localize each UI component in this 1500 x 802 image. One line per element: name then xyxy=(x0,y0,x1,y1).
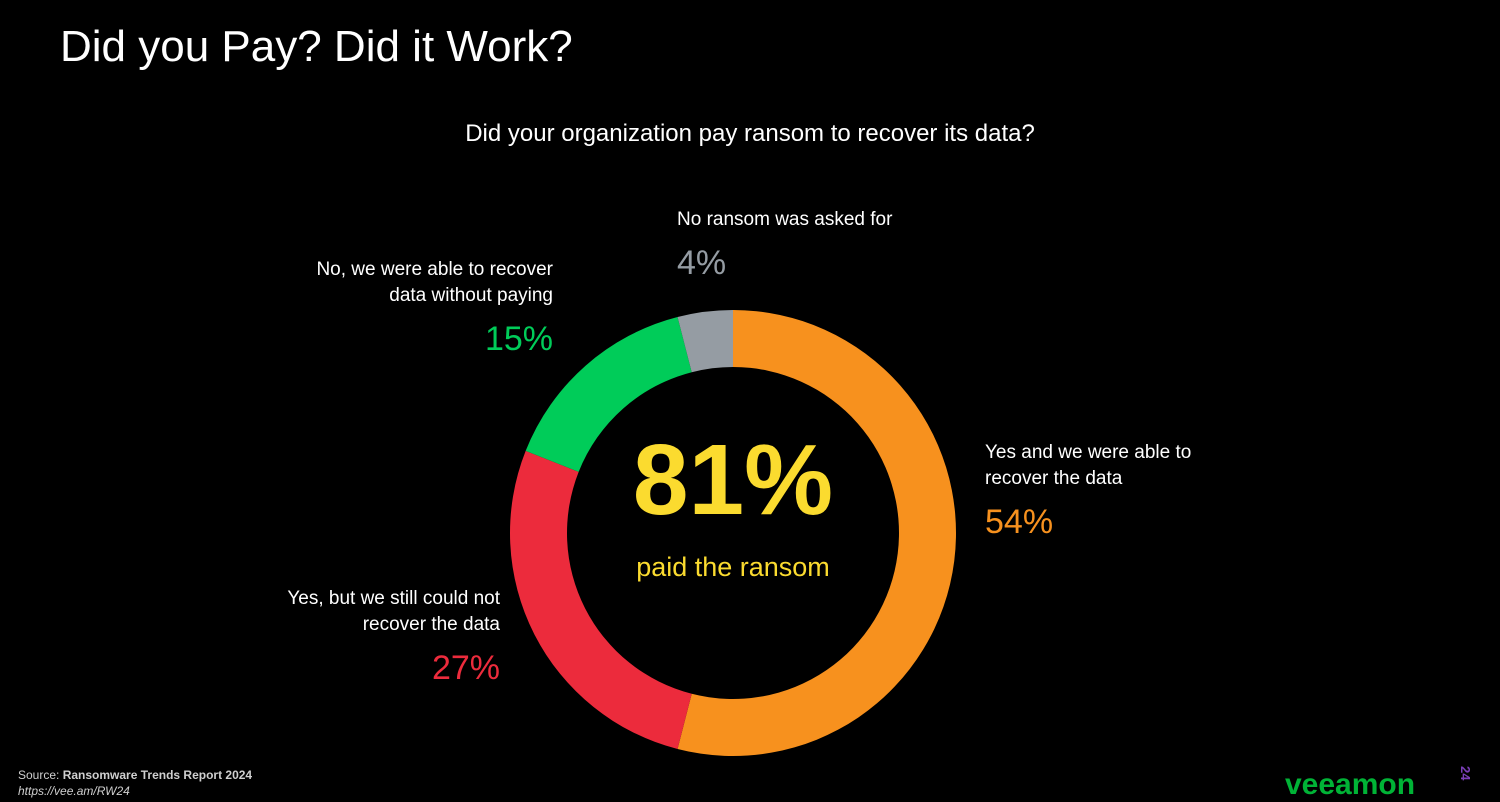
label-no-ransom: No ransom was asked for xyxy=(677,209,893,230)
pct-no-ransom: 4% xyxy=(677,244,727,282)
label-paid-not-recovered-line1: Yes, but we still could not xyxy=(287,588,500,609)
veeamon-logo-year: 24 xyxy=(1458,766,1473,781)
chart-title: Did your organization pay ransom to reco… xyxy=(465,120,1035,147)
slide-title: Did you Pay? Did it Work? xyxy=(60,22,573,71)
label-paid-recovered: Yes and we were able to recover the data xyxy=(985,440,1191,492)
source-prefix: Source: xyxy=(18,768,63,782)
center-value: 81% xyxy=(632,424,834,536)
source-title: Ransomware Trends Report 2024 xyxy=(62,768,253,782)
slice-paid-not-recovered xyxy=(510,450,692,749)
label-paid-recovered-line2: recover the data xyxy=(985,468,1123,489)
source-url[interactable]: https://vee.am/RW24 xyxy=(18,784,130,798)
pct-not-paid: 15% xyxy=(484,320,553,358)
label-not-paid: No, we were able to recover data without… xyxy=(253,257,553,309)
source-citation: Source: Ransomware Trends Report 2024 ht… xyxy=(18,767,252,799)
veeamon-logo: veeamon xyxy=(1285,768,1416,801)
pct-paid-recovered: 54% xyxy=(985,503,1054,541)
label-paid-not-recovered-line2: recover the data xyxy=(362,614,500,635)
slice-no-ransom xyxy=(677,310,733,373)
label-paid-not-recovered: Yes, but we still could not recover the … xyxy=(200,586,500,638)
pct-paid-not-recovered: 27% xyxy=(431,649,500,687)
label-not-paid-line2: data without paying xyxy=(389,285,553,306)
label-paid-recovered-line1: Yes and we were able to xyxy=(985,442,1192,463)
slice-paid-recovered xyxy=(677,310,957,756)
slice-not-paid xyxy=(525,317,692,472)
center-label: paid the ransom xyxy=(636,552,830,582)
label-not-paid-line1: No, we were able to recover xyxy=(316,259,553,280)
